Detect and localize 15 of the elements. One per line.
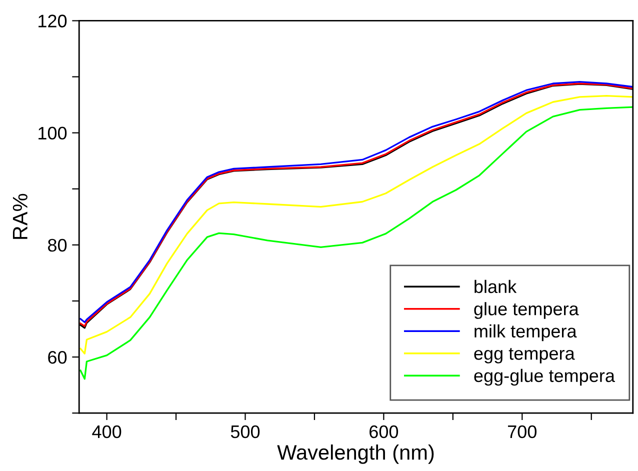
x-tick-label: 700 <box>508 425 536 438</box>
y-tick-label: 60 <box>48 350 67 364</box>
y-axis-title: RA% <box>12 194 28 239</box>
y-tick-label: 80 <box>48 238 67 252</box>
y-tick-label: 120 <box>38 14 67 28</box>
x-tick-label: 500 <box>230 425 260 438</box>
y-tick-label: 100 <box>38 126 67 140</box>
legend-label: milk tempera <box>474 324 577 342</box>
legend-label: egg tempera <box>474 348 575 364</box>
x-tick-label: 400 <box>92 425 122 438</box>
legend-label: egg-glue tempera <box>474 368 615 386</box>
x-axis-title: Wavelength (nm) <box>277 444 434 464</box>
legend-label: glue tempera <box>474 302 579 319</box>
legend-label: blank <box>474 280 517 294</box>
x-tick-label: 600 <box>370 425 398 438</box>
